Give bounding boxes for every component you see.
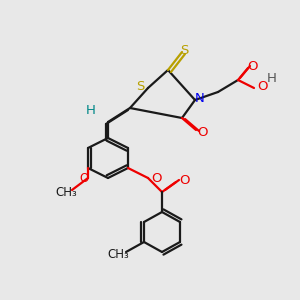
Text: O: O xyxy=(179,173,189,187)
Text: CH₃: CH₃ xyxy=(55,185,77,199)
Text: O: O xyxy=(80,172,88,184)
Text: S: S xyxy=(180,44,188,56)
Text: O: O xyxy=(248,59,258,73)
Text: O: O xyxy=(257,80,267,92)
Text: H: H xyxy=(86,103,96,116)
Text: H: H xyxy=(267,71,277,85)
Text: O: O xyxy=(151,172,161,184)
Text: S: S xyxy=(136,80,144,92)
Text: N: N xyxy=(195,92,205,104)
Text: CH₃: CH₃ xyxy=(107,248,129,260)
Text: O: O xyxy=(198,125,208,139)
